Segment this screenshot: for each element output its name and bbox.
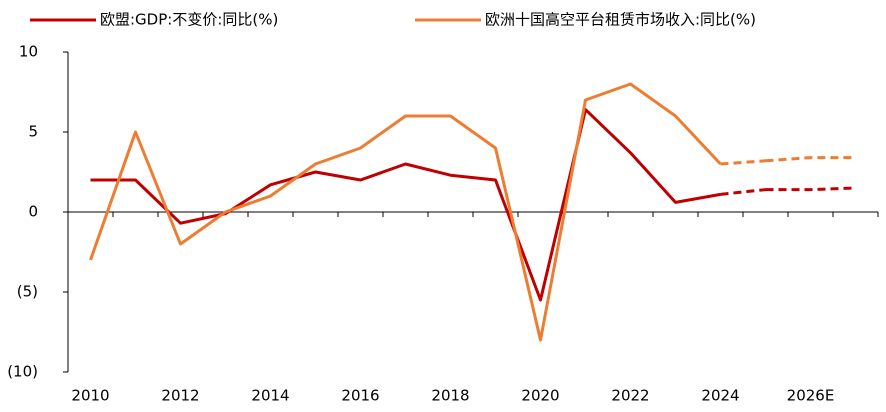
x-tick-label: 2020 [521, 387, 559, 405]
x-tick-label: 2016 [341, 387, 379, 405]
x-tick-label: 2018 [431, 387, 469, 405]
x-tick-label: 2010 [71, 387, 109, 405]
forecast-link [720, 159, 766, 166]
x-tick-label: 2012 [161, 387, 199, 405]
x-tick-label: 2022 [611, 387, 649, 405]
legend-label: 欧洲十国高空平台租赁市场收入:同比(%) [485, 11, 756, 29]
x-tick-label: 2026E [787, 387, 835, 405]
forecast-line [765, 186, 856, 192]
forecast-link [720, 188, 766, 196]
y-tick-label: 0 [28, 203, 38, 221]
y-tick-label: 5 [28, 123, 38, 141]
y-tick-label: (10) [7, 363, 38, 381]
x-tick-label: 2024 [701, 387, 739, 405]
x-tick-label: 2014 [251, 387, 289, 405]
y-tick-label: (5) [17, 283, 38, 301]
series-line [90, 108, 721, 302]
series-line [89, 82, 722, 342]
forecast-line [765, 156, 856, 163]
y-tick-label: 10 [19, 43, 38, 61]
legend-label: 欧盟:GDP:不变价:同比(%) [100, 11, 278, 29]
